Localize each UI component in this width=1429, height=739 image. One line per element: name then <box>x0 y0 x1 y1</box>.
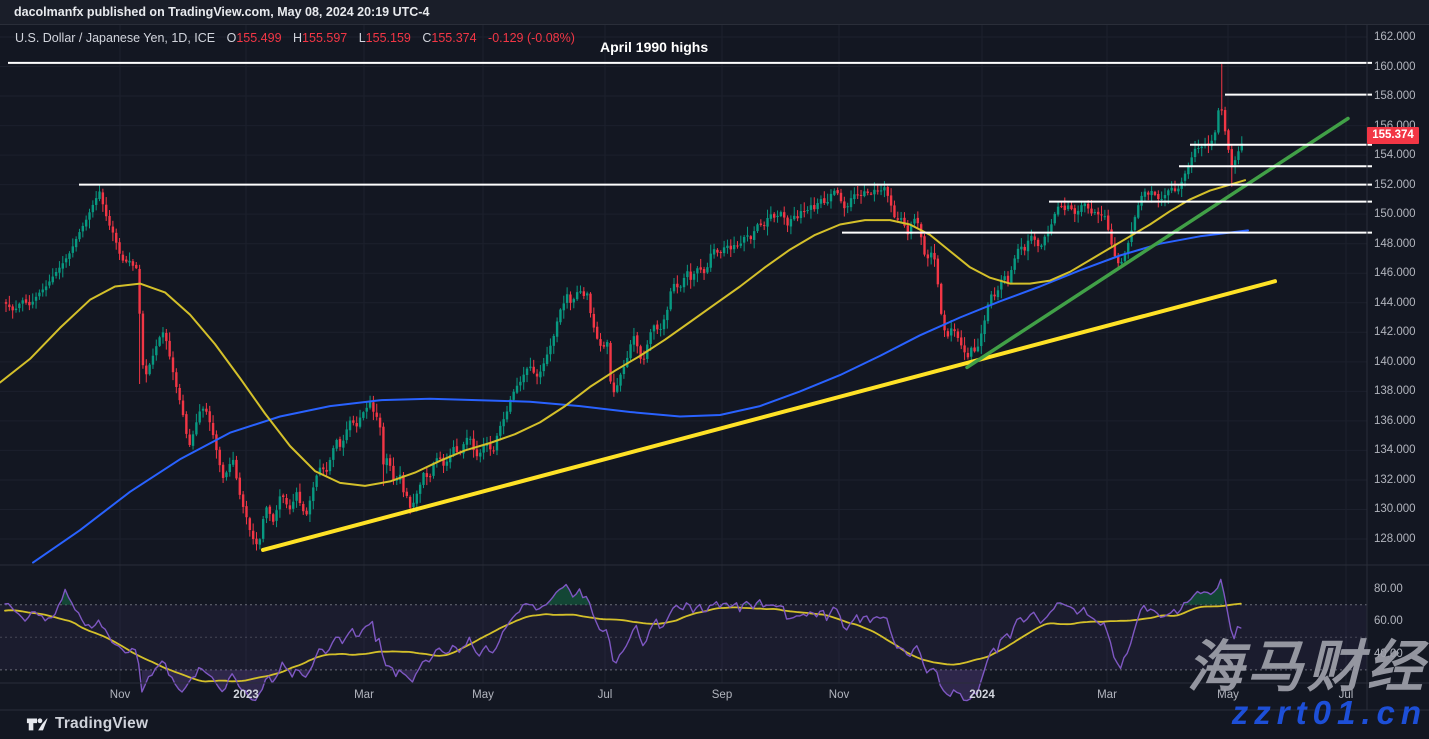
rsi-overbought-fill <box>743 601 750 605</box>
ma-yellow <box>0 179 1246 487</box>
rsi-oversold-fill <box>395 669 416 682</box>
rsi-oversold-fill <box>936 669 984 701</box>
ohlc-low-value: 155.159 <box>365 31 411 45</box>
price-tick-146.000: 146.000 <box>1374 267 1416 280</box>
rsi-ma-yellow <box>4 602 1242 683</box>
rsi-tick-40.00: 40.00 <box>1374 647 1403 660</box>
ohlc-close-label: C <box>422 31 432 45</box>
ohlc-change: -0.129 (-0.08%) <box>488 31 575 45</box>
price-tick-140.000: 140.000 <box>1374 355 1416 368</box>
ohlc-high-label: H <box>293 31 303 45</box>
rsi-tick-80.00: 80.00 <box>1374 582 1403 595</box>
ohlc-high-value: 155.597 <box>302 31 348 45</box>
rsi-oversold-fill <box>141 669 152 692</box>
time-tick-Jul: Jul <box>1338 689 1354 701</box>
tradingview-logo-icon <box>26 718 48 731</box>
time-tick-2024: 2024 <box>969 689 995 701</box>
ma-blue-200 <box>32 229 1249 564</box>
april-1990-highs-label[interactable]: April 1990 highs <box>600 39 709 55</box>
tradingview-footer[interactable]: TradingView <box>26 713 148 735</box>
ohlc-low-label: L <box>358 31 366 45</box>
price-tick-134.000: 134.000 <box>1374 444 1416 457</box>
time-tick-2023: 2023 <box>233 689 259 701</box>
price-tick-158.000: 158.000 <box>1374 90 1416 103</box>
price-tick-128.000: 128.000 <box>1374 533 1416 545</box>
candles-layer <box>4 64 1243 551</box>
price-tick-154.000: 154.000 <box>1374 149 1416 162</box>
ohlc-open-value: 155.499 <box>236 31 282 45</box>
price-tick-144.000: 144.000 <box>1374 296 1416 309</box>
price-tick-136.000: 136.000 <box>1374 414 1416 427</box>
price-tick-160.000: 160.000 <box>1374 60 1416 73</box>
ohlc-open-label: O <box>226 31 237 45</box>
time-tick-Nov: Nov <box>109 689 131 701</box>
price-tick-162.000: 162.000 <box>1374 31 1416 43</box>
published-text: dacolmanfx published on TradingView.com,… <box>14 5 430 19</box>
ohlc-close-value: 155.374 <box>431 31 477 45</box>
tradingview-logo-text: TradingView <box>55 715 149 732</box>
rsi-line <box>4 578 1242 702</box>
trendline-long-term-yellow[interactable] <box>261 279 1277 552</box>
price-tick-130.000: 130.000 <box>1374 503 1416 516</box>
rsi-tick-60.00: 60.00 <box>1374 615 1403 628</box>
rsi-oversold-fill <box>168 669 196 692</box>
price-tick-132.000: 132.000 <box>1374 473 1416 486</box>
price-tick-142.000: 142.000 <box>1374 326 1416 339</box>
trendline-rising-green[interactable] <box>965 116 1350 370</box>
time-tick-Sep: Sep <box>711 689 733 701</box>
time-tick-May: May <box>1217 689 1239 701</box>
published-bar: dacolmanfx published on TradingView.com,… <box>0 0 1429 25</box>
price-tick-138.000: 138.000 <box>1374 385 1416 398</box>
price-tick-152.000: 152.000 <box>1374 178 1416 191</box>
rsi-overbought-fill <box>546 584 590 605</box>
time-tick-Jul: Jul <box>597 689 613 701</box>
time-tick-Nov: Nov <box>828 689 850 701</box>
symbol-title[interactable]: U.S. Dollar / Japanese Yen, 1D, ICE <box>15 31 216 45</box>
price-tick-148.000: 148.000 <box>1374 237 1416 250</box>
time-tick-Mar: Mar <box>1097 689 1117 701</box>
symbol-legend[interactable]: U.S. Dollar / Japanese Yen, 1D, ICE O155… <box>15 31 575 45</box>
time-tick-Mar: Mar <box>354 689 374 701</box>
last-price-label: 155.374 <box>1367 127 1419 144</box>
time-tick-May: May <box>472 689 494 701</box>
price-tick-150.000: 150.000 <box>1374 208 1416 221</box>
